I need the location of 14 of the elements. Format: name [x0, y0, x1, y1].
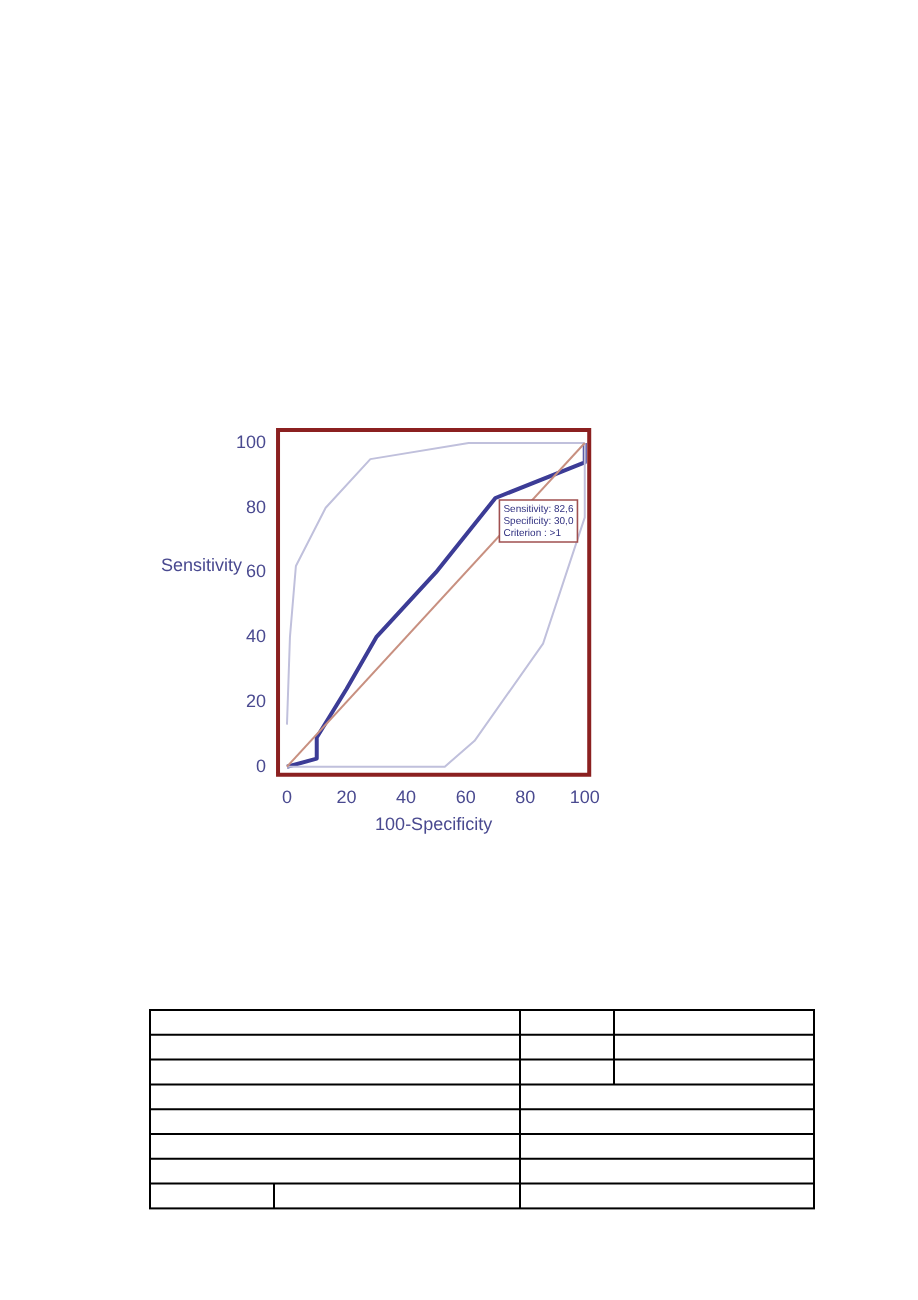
y-tick-label: 40 — [246, 626, 267, 647]
y-tick-label: 80 — [246, 496, 267, 517]
y-axis-title: Sensitivity — [161, 554, 244, 575]
x-tick-label: 80 — [515, 786, 536, 807]
y-tick-label: 20 — [246, 690, 267, 711]
x-tick-label: 60 — [455, 786, 476, 807]
x-tick-label: 40 — [396, 786, 417, 807]
y-tick-label: 0 — [256, 755, 267, 776]
y-tick-label: 60 — [246, 561, 267, 582]
y-tick-label: 100 — [235, 431, 267, 452]
x-axis-title: 100-Specificity — [375, 814, 494, 835]
x-tick-label: 100 — [569, 786, 600, 807]
x-tick-label: 20 — [336, 786, 357, 807]
x-tick-label: 0 — [281, 786, 292, 807]
